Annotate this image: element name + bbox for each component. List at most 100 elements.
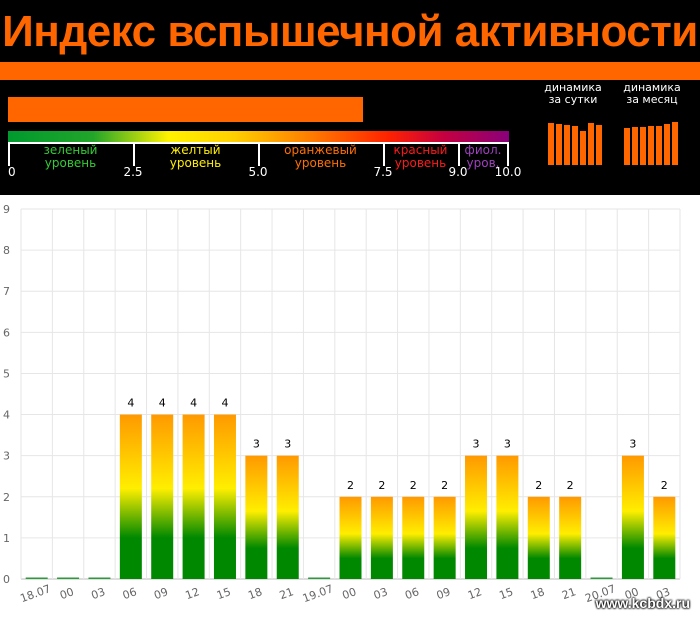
x-tick-label: 00 <box>341 585 359 602</box>
scale-tick <box>507 142 509 166</box>
dynamics-day-line2: за сутки <box>548 92 598 106</box>
dynamics-month-bar <box>672 122 678 165</box>
scale-number: 2.5 <box>123 165 143 179</box>
y-tick-label: 7 <box>3 285 10 298</box>
dynamics-day-bar <box>548 123 554 165</box>
level-label-line1: оранжевый <box>284 143 357 157</box>
dynamics-day-bar <box>596 125 602 165</box>
x-tick-label: 19.07 <box>301 582 335 605</box>
dynamics-day-label: динамика за сутки <box>544 82 602 105</box>
bar <box>119 414 142 579</box>
y-tick-label: 5 <box>3 367 10 380</box>
dynamics-month-line2: за месяц <box>626 92 678 106</box>
dynamics-day-bar <box>580 130 586 165</box>
bar <box>370 496 393 579</box>
bar <box>25 577 48 579</box>
bar <box>402 496 425 579</box>
x-tick-label: 09 <box>435 585 453 602</box>
current-index-bar <box>8 97 363 122</box>
x-tick-label: 03 <box>372 585 390 602</box>
page-title: Индекс вспышечной активности <box>2 7 698 56</box>
x-tick-label: 03 <box>654 585 672 602</box>
dynamics-month-bar <box>664 124 670 165</box>
dynamics-month-bar <box>632 127 638 165</box>
bar-value-label: 4 <box>159 397 166 410</box>
x-tick-label: 21 <box>278 585 296 602</box>
level-label-line2: уровень <box>169 155 222 170</box>
bar <box>653 496 676 579</box>
bar <box>559 496 582 579</box>
dynamics-month-bar <box>648 126 654 165</box>
bar <box>213 414 236 579</box>
dynamics-day-chart <box>548 118 604 165</box>
x-tick-label: 18 <box>529 585 547 602</box>
bar-value-label: 2 <box>535 479 542 492</box>
bar-value-label: 4 <box>127 397 134 410</box>
x-tick-label: 06 <box>403 585 421 602</box>
bar <box>151 414 174 579</box>
bar <box>276 455 299 579</box>
x-tick-label: 00 <box>58 585 76 602</box>
header-panel: Индекс вспышечной активности динамика за… <box>0 0 700 195</box>
chart-bars <box>25 414 676 579</box>
bar <box>433 496 456 579</box>
bar <box>621 455 644 579</box>
bar <box>339 496 362 579</box>
y-tick-label: 9 <box>3 203 10 216</box>
dynamics-day-bar <box>564 125 570 165</box>
bar-value-label: 3 <box>284 438 291 451</box>
bar <box>88 577 111 579</box>
level-label-line1: красный <box>393 143 448 157</box>
x-tick-label: 18 <box>246 585 264 602</box>
bar-value-label: 3 <box>253 438 260 451</box>
scale-tick <box>258 142 260 166</box>
bar-value-label: 2 <box>378 479 385 492</box>
bar-value-label: 2 <box>567 479 574 492</box>
watermark: www.kcbdx.ru <box>595 595 690 611</box>
dynamics-month-line1: динамика <box>623 81 681 94</box>
bar <box>465 455 488 579</box>
level-label-line2: уровень <box>44 155 97 170</box>
level-label-line1: зеленый <box>43 143 98 157</box>
y-tick-label: 0 <box>3 573 10 586</box>
y-tick-label: 1 <box>3 532 10 545</box>
level-label-line1: желтый <box>170 143 221 157</box>
dynamics-day-line1: динамика <box>544 81 602 94</box>
x-tick-label: 15 <box>497 585 515 602</box>
bar-value-label: 4 <box>221 397 228 410</box>
scale-number: 9.0 <box>448 165 468 179</box>
y-tick-label: 2 <box>3 491 10 504</box>
x-tick-label: 18.07 <box>18 582 52 605</box>
y-tick-label: 4 <box>3 409 10 422</box>
scale-tick <box>383 142 385 166</box>
scale-number: 7.5 <box>373 165 393 179</box>
level-label-line1: фиол. <box>464 143 502 157</box>
dynamics-month-bar <box>624 128 630 165</box>
dynamics-month-bar <box>640 127 646 165</box>
bar <box>590 577 613 579</box>
x-tick-label: 00 <box>623 585 641 602</box>
level-gradient-scale <box>8 131 509 142</box>
scale-tick <box>8 142 10 166</box>
scale-tick <box>133 142 135 166</box>
bar-value-label: 2 <box>410 479 417 492</box>
dynamics-month-chart <box>624 118 680 165</box>
level-label-red: красный уровень <box>394 144 448 169</box>
x-tick-label: 15 <box>215 585 233 602</box>
level-label-violet: фиол. уров. <box>465 144 502 169</box>
bar-value-label: 2 <box>347 479 354 492</box>
dynamics-month-label: динамика за месяц <box>623 82 681 105</box>
x-tick-label: 12 <box>184 585 202 602</box>
chart-labels: 18.07 00 03 4 06 4 09 4 12 4 15 3 18 3 21 19.07 2 00 2 03 2 0… <box>18 397 671 606</box>
x-tick-label: 12 <box>466 585 484 602</box>
dynamics-day-bar <box>572 126 578 165</box>
level-label-yellow: желтый уровень <box>170 144 221 169</box>
bar <box>245 455 268 579</box>
scale-number: 5.0 <box>248 165 268 179</box>
bar-value-label: 3 <box>504 438 511 451</box>
level-label-line2: уров. <box>466 155 500 170</box>
bar-value-label: 2 <box>661 479 668 492</box>
y-tick-label: 6 <box>3 326 10 339</box>
scale-tick <box>458 142 460 166</box>
